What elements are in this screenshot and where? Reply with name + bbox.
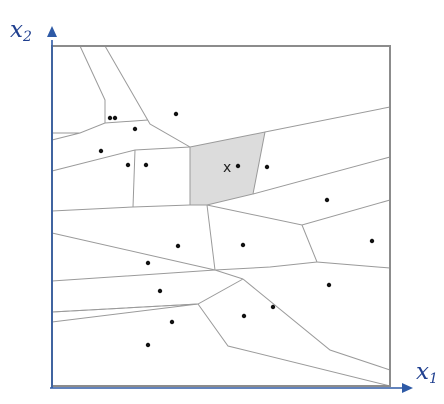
cell-edge (51, 132, 81, 141)
site-point (98, 148, 104, 154)
cell-edge (51, 303, 199, 323)
site-point (326, 282, 332, 288)
cell-edge (242, 278, 391, 371)
cell-edge (214, 261, 318, 271)
query-point-label: x (223, 160, 231, 176)
site-point (169, 319, 175, 325)
cell-edge (252, 156, 391, 195)
data-sites (98, 111, 375, 348)
site-point (145, 342, 151, 348)
cell-edge (264, 106, 391, 133)
cell-edge (51, 303, 199, 313)
site-point (157, 288, 163, 294)
site-point (264, 164, 270, 170)
x-axis-label-subscript: 1 (429, 371, 438, 387)
site-point (324, 197, 330, 203)
voronoi-cell-edges (51, 45, 391, 387)
site-point (112, 115, 118, 121)
site-point (369, 238, 375, 244)
cell-edge (52, 45, 106, 134)
site-point (145, 260, 151, 266)
domain-frame (51, 45, 391, 387)
cell-edge (206, 204, 216, 271)
site-point (125, 162, 131, 168)
cell-edge (301, 224, 391, 269)
cell-edge (104, 119, 149, 124)
y-axis-label-base: x (10, 17, 23, 43)
cell-edge (51, 232, 216, 271)
cell-edge (51, 269, 244, 282)
site-point (241, 313, 247, 319)
cell-edge (51, 146, 191, 172)
site-point (240, 242, 246, 248)
site-point (143, 162, 149, 168)
cell-edge (206, 199, 391, 226)
cell-edge (197, 303, 391, 387)
site-point (270, 304, 276, 310)
site-point (175, 243, 181, 249)
x-axis-label: x1 (416, 359, 438, 387)
y-axis-label-subscript: 2 (22, 29, 32, 45)
x-axis-arrowhead-icon (402, 383, 413, 393)
x-axis-label-base: x (416, 359, 429, 385)
y-axis-label: x2 (10, 17, 32, 45)
site-point (107, 115, 113, 121)
site-point (132, 126, 138, 132)
cell-edge (51, 204, 207, 212)
cell-edge (132, 149, 136, 208)
query-cell-highlight (189, 131, 266, 206)
site-point (173, 111, 179, 117)
site-point (235, 163, 241, 169)
cell-edge (104, 45, 191, 148)
y-axis-arrowhead-icon (47, 26, 57, 37)
